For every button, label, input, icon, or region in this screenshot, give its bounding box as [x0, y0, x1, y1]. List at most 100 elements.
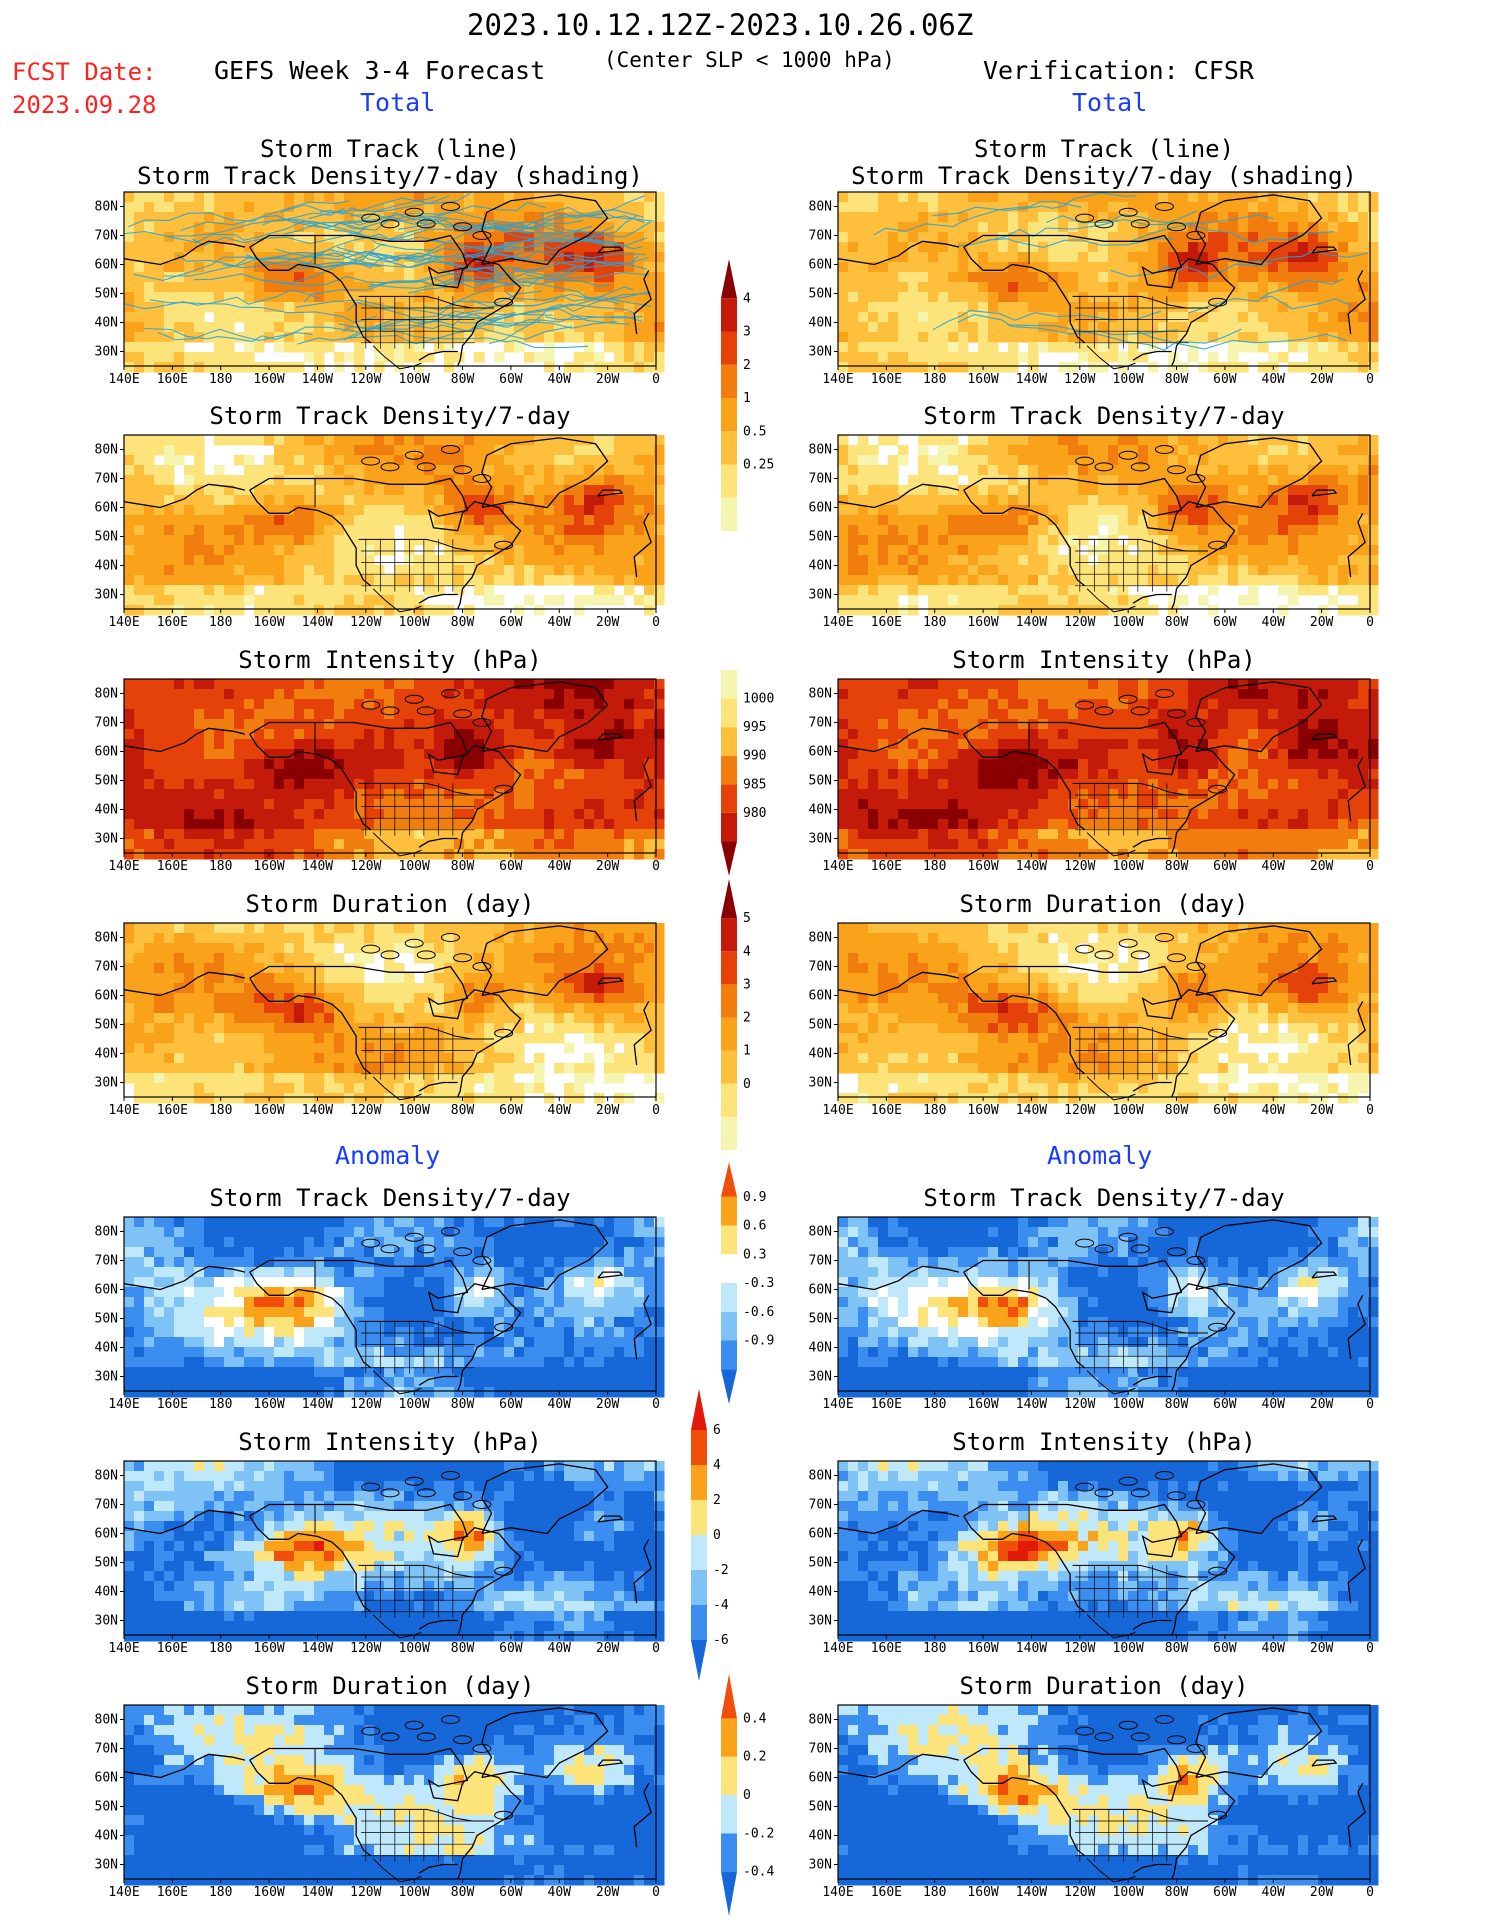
lat-tick-label: 30N [809, 1370, 832, 1385]
lon-tick-label: 160E [871, 372, 902, 387]
lat-tick-label: 80N [809, 1713, 832, 1728]
lat-tick-label: 40N [809, 1047, 832, 1062]
lon-tick-label: 180 [923, 1885, 946, 1900]
lon-tick-label: 120W [350, 859, 381, 874]
lon-tick-label: 160W [967, 1103, 998, 1118]
lon-tick-label: 20W [1310, 372, 1334, 387]
lon-tick-label: 140E [108, 1103, 139, 1118]
lon-tick-label: 0 [1366, 1641, 1374, 1656]
lon-tick-label: 100W [1113, 1397, 1144, 1412]
panel-title-ot2: Storm Track Density/7-day [798, 403, 1410, 430]
lat-tick-label: 60N [95, 258, 118, 273]
lon-tick-label: 0 [1366, 1103, 1374, 1118]
lon-tick-label: 120W [350, 1103, 381, 1118]
lon-tick-label: 60W [499, 372, 523, 387]
lon-tick-label: 160W [967, 372, 998, 387]
lat-tick-label: 60N [809, 989, 832, 1004]
lat-tick-label: 70N [809, 960, 832, 975]
lon-tick-label: 140W [302, 1641, 333, 1656]
lon-tick-label: 180 [209, 1641, 232, 1656]
lat-tick-label: 80N [809, 931, 832, 946]
lon-tick-label: 140W [1016, 615, 1047, 630]
lon-tick-label: 60W [1213, 615, 1237, 630]
lon-tick-label: 140E [822, 1103, 853, 1118]
panel-title-ft1: Storm Track (line) Storm Track Density/7… [84, 136, 696, 190]
lon-tick-label: 20W [1310, 1641, 1334, 1656]
colorbar-label: 0.5 [743, 424, 766, 439]
lon-tick-label: 100W [1113, 1641, 1144, 1656]
lon-tick-label: 140E [108, 1397, 139, 1412]
lat-tick-label: 50N [95, 774, 118, 789]
lon-tick-label: 180 [209, 615, 232, 630]
section-total-left: Total [360, 88, 435, 117]
lon-tick-label: 40W [548, 1641, 572, 1656]
lon-tick-label: 40W [548, 372, 572, 387]
lat-tick-label: 60N [809, 1283, 832, 1298]
lat-tick-label: 50N [809, 287, 832, 302]
colorbar-label: 4 [713, 1458, 721, 1473]
lon-tick-label: 140W [302, 1103, 333, 1118]
lon-tick-label: 160W [253, 859, 284, 874]
lon-tick-label: 120W [1064, 372, 1095, 387]
lat-tick-label: 80N [809, 1225, 832, 1240]
colorbar-label: 990 [743, 749, 766, 764]
panel-title-ot3: Storm Intensity (hPa) [798, 647, 1410, 674]
lon-tick-label: 60W [1213, 1885, 1237, 1900]
lon-tick-label: 120W [350, 615, 381, 630]
lat-tick-label: 30N [95, 588, 118, 603]
lon-tick-label: 160E [157, 1103, 188, 1118]
lon-tick-label: 20W [596, 859, 620, 874]
lon-tick-label: 100W [399, 1885, 430, 1900]
lon-tick-label: 100W [1113, 1103, 1144, 1118]
colorbar-label: -0.6 [743, 1305, 774, 1320]
lat-tick-label: 30N [809, 1614, 832, 1629]
lat-tick-label: 60N [95, 1283, 118, 1298]
lon-tick-label: 60W [499, 1103, 523, 1118]
lon-tick-label: 180 [923, 1641, 946, 1656]
lon-tick-label: 0 [1366, 615, 1374, 630]
lon-tick-label: 120W [1064, 859, 1095, 874]
lon-tick-label: 20W [1310, 1103, 1334, 1118]
lat-tick-label: 40N [95, 316, 118, 331]
lat-tick-label: 60N [809, 1527, 832, 1542]
lat-tick-label: 30N [95, 1858, 118, 1873]
colorbar-label: 3 [743, 977, 751, 992]
lon-tick-label: 80W [1165, 1397, 1189, 1412]
lon-tick-label: 160W [967, 859, 998, 874]
lat-tick-label: 40N [809, 316, 832, 331]
lat-tick-label: 70N [809, 1254, 832, 1269]
lon-tick-label: 160E [871, 1641, 902, 1656]
lon-tick-label: 180 [209, 1397, 232, 1412]
lon-tick-label: 20W [596, 1885, 620, 1900]
lat-tick-label: 60N [95, 1527, 118, 1542]
lat-tick-label: 60N [95, 1771, 118, 1786]
lon-tick-label: 160E [871, 615, 902, 630]
lon-tick-label: 160E [157, 859, 188, 874]
lon-tick-label: 140E [108, 1885, 139, 1900]
lon-tick-label: 180 [923, 372, 946, 387]
lon-tick-label: 160W [253, 1641, 284, 1656]
lon-tick-label: 180 [923, 615, 946, 630]
lat-tick-label: 70N [809, 716, 832, 731]
colorbar-label: -0.9 [743, 1334, 774, 1349]
lon-tick-label: 160W [253, 1103, 284, 1118]
colorbar-label: 0.3 [743, 1247, 766, 1262]
lon-tick-label: 60W [499, 1397, 523, 1412]
panel-title-fa3: Storm Duration (day) [84, 1673, 696, 1700]
lon-tick-label: 100W [1113, 859, 1144, 874]
lon-tick-label: 140E [822, 1397, 853, 1412]
lat-tick-label: 60N [809, 258, 832, 273]
lon-tick-label: 140E [822, 1641, 853, 1656]
lat-tick-label: 40N [809, 1829, 832, 1844]
verification-title: Verification: CFSR [983, 56, 1254, 85]
lon-tick-label: 80W [451, 615, 475, 630]
colorbar-label: 980 [743, 806, 766, 821]
lon-tick-label: 120W [350, 1397, 381, 1412]
lat-tick-label: 60N [95, 989, 118, 1004]
